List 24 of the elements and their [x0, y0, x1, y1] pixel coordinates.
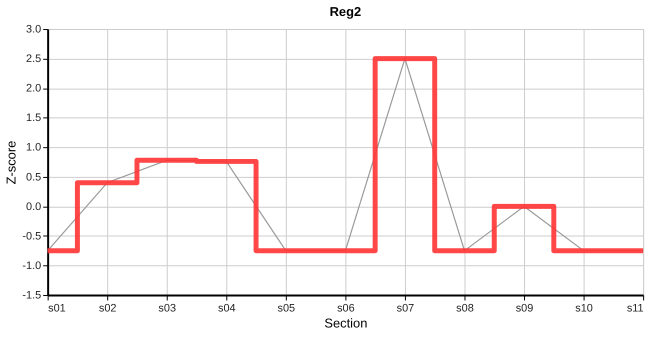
x-tick-label: s04 — [218, 302, 236, 314]
x-tick-label: s05 — [278, 302, 296, 314]
x-tick-label: s02 — [98, 302, 116, 314]
y-tick-label: -0.5 — [22, 230, 42, 242]
y-tick-label: -1.5 — [22, 290, 42, 302]
y-tick-label: 2.0 — [26, 82, 42, 95]
chart-title: Reg2 — [330, 4, 362, 20]
x-tick-label: s10 — [575, 302, 593, 314]
y-tick-label: 1.0 — [26, 142, 42, 154]
y-tick-label: 1.5 — [26, 112, 42, 124]
x-tick-label: s11 — [626, 302, 644, 314]
y-tick-label: 3.0 — [26, 24, 42, 36]
x-tick-label: s06 — [337, 302, 355, 314]
y-tick-label: 0.5 — [26, 171, 42, 184]
x-tick-label: s09 — [516, 302, 534, 314]
y-axis-title: Z-score — [3, 140, 18, 184]
x-tick-label: s01 — [48, 302, 66, 314]
y-tick-label: -1.0 — [22, 260, 42, 272]
y-tick-label: 2.5 — [26, 53, 42, 66]
x-tick-label: s07 — [396, 302, 414, 314]
y-tick-label: 0.0 — [26, 200, 42, 213]
x-tick-label: s08 — [456, 302, 474, 314]
x-axis-title: Section — [324, 315, 368, 330]
x-tick-label: s03 — [158, 302, 176, 314]
